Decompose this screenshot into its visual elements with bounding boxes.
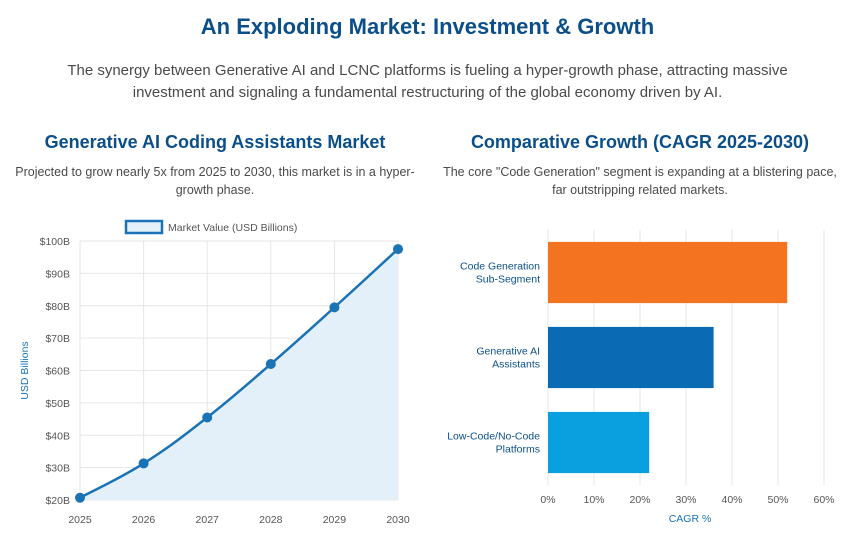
bar [548, 411, 650, 474]
y-tick-label: $50B [45, 398, 70, 410]
cagr-chart-description: The core "Code Generation" segment is ex… [443, 165, 837, 197]
category-label: Code Generation Sub-Segment [460, 261, 540, 286]
area-fill [80, 249, 398, 500]
x-tick-label: 2029 [323, 514, 347, 526]
x-tick-label: 2026 [132, 514, 156, 526]
market-chart-description: Projected to grow nearly 5x from 2025 to… [15, 165, 415, 197]
market-value-line-chart: $20B $30B $40B $50B $60B $70B $80B $90B $100B 202… [19, 219, 410, 526]
x-tick-label: 2025 [68, 514, 92, 526]
legend-label: Market Value (USD Billions) [168, 222, 297, 234]
y-tick-label: $70B [45, 333, 70, 345]
y-tick-label: $30B [45, 463, 70, 475]
cagr-bar-chart: 0% 10% 20% 30% 40% 50% 60% CAGR % Code Generatio… [447, 230, 835, 525]
x-tick-label: 20% [629, 494, 650, 506]
cagr-chart-title: Comparative Growth (CAGR 2025-2030) [470, 132, 810, 152]
x-tick-label: 0% [540, 494, 555, 506]
x-axis-title: CAGR % [669, 513, 712, 525]
x-tick-label: 30% [675, 494, 696, 506]
page-subtitle: The synergy between Generative AI and LC… [67, 62, 788, 101]
market-chart-title: Generative AI Coding Assistants Market [44, 132, 386, 152]
data-point [202, 412, 213, 423]
data-point [75, 492, 85, 503]
x-tick-label: 40% [721, 494, 742, 506]
legend-swatch [124, 219, 164, 235]
y-axis-title: USD Billions [19, 341, 31, 399]
data-point [138, 458, 149, 469]
y-tick-label: $40B [45, 430, 70, 442]
x-tick-label: 2030 [386, 514, 410, 526]
x-tick-label: 2027 [196, 514, 220, 526]
y-tick-label: $20B [45, 495, 70, 507]
data-point [393, 244, 403, 255]
bar [548, 241, 788, 304]
y-tick-label: $100B [40, 236, 70, 248]
x-tick-label: 2028 [259, 514, 283, 526]
data-point [329, 302, 340, 313]
data-point [265, 359, 276, 370]
bar [548, 326, 714, 389]
page-title: An Exploding Market: Investment & Growth [200, 14, 655, 39]
category-label: Low-Code/No-Code Platforms [447, 431, 540, 456]
category-label: Generative AI Assistants [476, 346, 540, 371]
x-tick-label: 50% [767, 494, 788, 506]
x-tick-label: 10% [583, 494, 604, 506]
y-tick-label: $80B [45, 301, 70, 313]
y-tick-label: $90B [45, 268, 70, 280]
x-tick-label: 60% [813, 494, 834, 506]
y-tick-label: $60B [45, 366, 70, 378]
